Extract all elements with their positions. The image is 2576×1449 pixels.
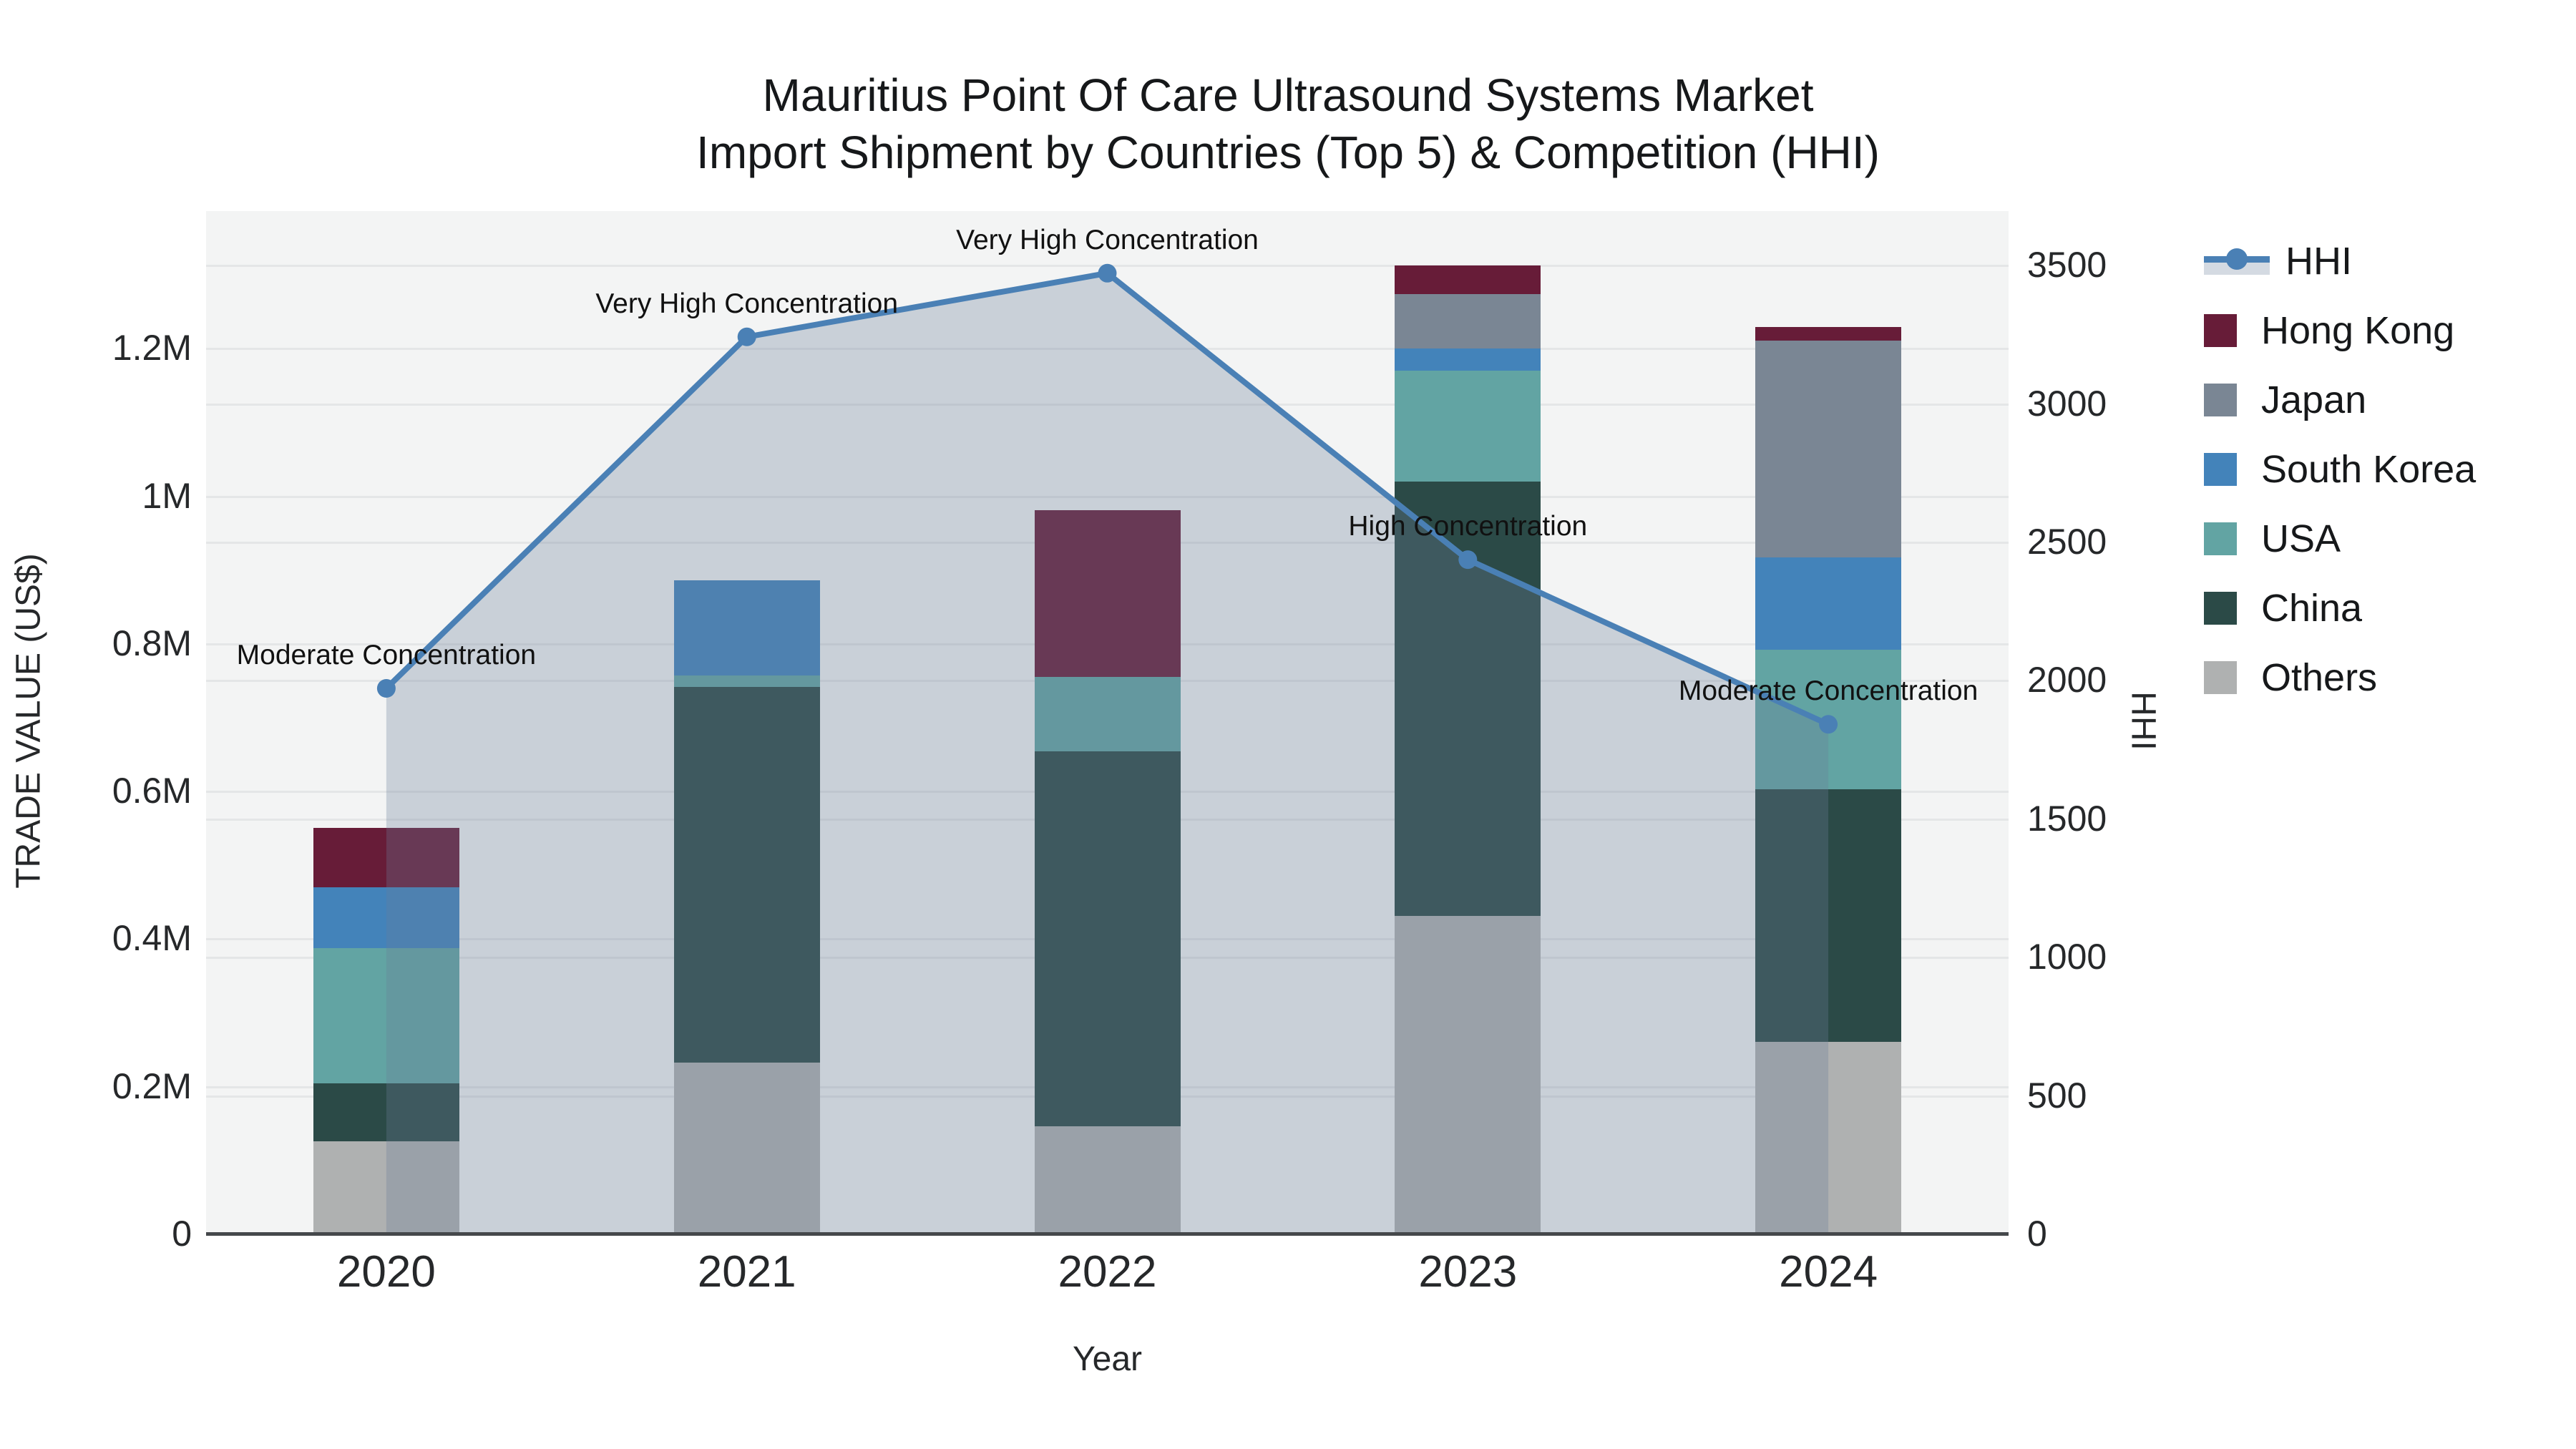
legend-label: USA <box>2261 517 2341 560</box>
bar-2021-others[interactable] <box>673 1062 820 1234</box>
y-right-tick-label: 2500 <box>2027 522 2107 562</box>
bar-2023-japan[interactable] <box>1395 293 1541 349</box>
hhi-marker-2022[interactable] <box>1098 263 1117 283</box>
bar-2021-usa[interactable] <box>673 675 820 687</box>
bar-2022-china[interactable] <box>1034 751 1181 1127</box>
legend-item-usa[interactable]: USA <box>2204 514 2341 564</box>
y-right-tick-label: 500 <box>2027 1075 2087 1116</box>
bar-2021-china[interactable] <box>673 686 820 1063</box>
gridline-trade-value <box>206 495 2009 498</box>
annotation-2020: Moderate Concentration <box>236 640 537 670</box>
annotation-2022: Very High Concentration <box>956 224 1259 255</box>
legend-swatch-japan <box>2204 384 2237 416</box>
annotation-2021: Very High Concentration <box>595 288 899 319</box>
y-left-tick-label: 0.8M <box>112 623 192 663</box>
y-axis-left-title: TRADE VALUE (US$) <box>9 552 48 889</box>
y-left-tick-label: 0 <box>172 1214 192 1254</box>
hhi-marker-2023[interactable] <box>1458 550 1478 570</box>
bar-2022-others[interactable] <box>1034 1126 1181 1234</box>
legend-label: South Korea <box>2261 448 2477 491</box>
y-left-tick-label: 1M <box>142 475 192 516</box>
bar-2020-usa[interactable] <box>313 947 459 1083</box>
legend-swatch-others <box>2204 661 2237 694</box>
legend-item-hong-kong[interactable]: Hong Kong <box>2204 306 2454 356</box>
y-right-tick-label: 3500 <box>2027 245 2107 286</box>
legend-swatch-hong-kong <box>2204 314 2237 347</box>
bar-2023-south-korea[interactable] <box>1395 348 1541 371</box>
x-tick-2022: 2022 <box>1058 1247 1157 1297</box>
bar-2022-hong-kong[interactable] <box>1034 510 1181 678</box>
y-left-tick-label: 0.4M <box>112 918 192 959</box>
y-left-tick-label: 0.2M <box>112 1065 192 1106</box>
chart-title-line1: Mauritius Point Of Care Ultrasound Syste… <box>762 69 1814 121</box>
gridline-trade-value <box>206 348 2009 351</box>
y-right-tick-label: 1000 <box>2027 937 2107 977</box>
legend-label: Japan <box>2261 379 2367 421</box>
legend-item-others[interactable]: Others <box>2204 653 2377 703</box>
y-right-tick-label: 2000 <box>2027 660 2107 701</box>
y-axis-right-title: HHI <box>2124 691 2162 751</box>
bar-2022-usa[interactable] <box>1034 677 1181 752</box>
y-right-tick-label: 3000 <box>2027 383 2107 424</box>
legend-swatch-south-korea <box>2204 453 2237 486</box>
y-left-tick-label: 0.6M <box>112 771 192 811</box>
y-left-tick-label: 1.2M <box>112 328 192 369</box>
legend-item-hhi[interactable]: HHI <box>2204 236 2352 286</box>
bar-2021-south-korea[interactable] <box>673 580 820 676</box>
legend-item-south-korea[interactable]: South Korea <box>2204 444 2476 494</box>
hhi-marker-2024[interactable] <box>1819 715 1838 734</box>
legend-swatch-usa <box>2204 522 2237 555</box>
legend-label: HHI <box>2285 240 2352 283</box>
x-tick-2021: 2021 <box>697 1247 796 1297</box>
bar-2020-hong-kong[interactable] <box>313 827 459 888</box>
legend-swatch-china <box>2204 592 2237 625</box>
bar-2024-others[interactable] <box>1755 1041 1902 1234</box>
bar-2024-hong-kong[interactable] <box>1755 327 1902 341</box>
bar-2020-china[interactable] <box>313 1083 459 1142</box>
bar-2023-usa[interactable] <box>1395 371 1541 482</box>
hhi-marker-2020[interactable] <box>376 679 396 698</box>
bar-2020-others[interactable] <box>313 1141 459 1234</box>
hhi-marker-2021[interactable] <box>737 327 756 346</box>
x-axis-line <box>206 1232 2009 1236</box>
x-axis-title: Year <box>1073 1340 1142 1378</box>
y-right-tick-label: 1500 <box>2027 798 2107 839</box>
bar-2023-hong-kong[interactable] <box>1395 265 1541 294</box>
annotation-2023: High Concentration <box>1348 511 1588 542</box>
hhi-legend-symbol <box>2204 245 2270 278</box>
bar-2024-japan[interactable] <box>1755 340 1902 558</box>
x-tick-2023: 2023 <box>1418 1247 1518 1297</box>
legend-label: Others <box>2261 656 2378 699</box>
chart-title-line2: Import Shipment by Countries (Top 5) & C… <box>696 127 1880 178</box>
hhi-area-fill <box>386 273 1829 1234</box>
bar-2020-south-korea[interactable] <box>313 887 459 948</box>
bar-2024-china[interactable] <box>1755 789 1902 1042</box>
x-tick-2024: 2024 <box>1779 1247 1878 1297</box>
legend-label: China <box>2261 587 2363 630</box>
annotation-2024: Moderate Concentration <box>1678 675 1979 707</box>
y-right-tick-label: 0 <box>2027 1214 2047 1254</box>
x-tick-2020: 2020 <box>336 1247 436 1297</box>
bar-2023-others[interactable] <box>1395 916 1541 1234</box>
legend-item-china[interactable]: China <box>2204 583 2362 633</box>
legend-label: Hong Kong <box>2261 309 2455 352</box>
bar-2024-south-korea[interactable] <box>1755 557 1902 650</box>
legend-item-japan[interactable]: Japan <box>2204 375 2366 425</box>
gridline-hhi <box>206 403 2009 406</box>
